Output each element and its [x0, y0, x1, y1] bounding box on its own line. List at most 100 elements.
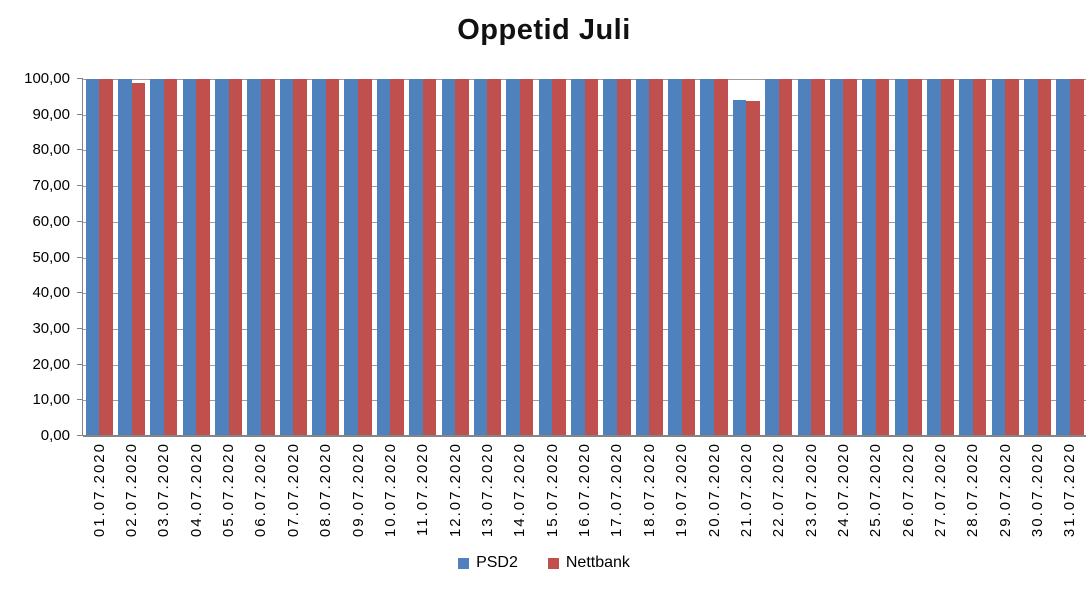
x-tick-label: 08.07.2020 — [317, 442, 335, 538]
x-tick-label: 11.07.2020 — [414, 442, 432, 536]
x-label-cell: 11.07.2020 — [407, 442, 439, 536]
bar-psd2-26.07.2020 — [894, 79, 909, 436]
bar-group-29.07.2020 — [989, 79, 1021, 436]
legend-item-nettbank: Nettbank — [547, 554, 630, 572]
bar-group-07.07.2020 — [277, 79, 309, 436]
x-label-cell: 18.07.2020 — [633, 442, 665, 537]
bar-group-11.07.2020 — [407, 79, 439, 436]
y-tick-label: 70,00 — [32, 177, 70, 195]
x-tick-label: 17.07.2020 — [608, 442, 626, 538]
x-tick-label: 10.07.2020 — [381, 442, 399, 538]
bar-nettbank-24.07.2020 — [843, 79, 858, 436]
bar-psd2-25.07.2020 — [862, 79, 876, 436]
x-label-cell: 02.07.2020 — [115, 442, 147, 537]
x-tick-label: 05.07.2020 — [220, 442, 238, 538]
bar-nettbank-12.07.2020 — [455, 79, 469, 436]
x-tick-label: 25.07.2020 — [867, 442, 885, 538]
bar-group-13.07.2020 — [471, 79, 503, 436]
y-tick-mark — [77, 435, 83, 436]
bar-nettbank-08.07.2020 — [325, 79, 340, 436]
bar-psd2-31.07.2020 — [1056, 79, 1070, 436]
x-label-cell: 15.07.2020 — [536, 442, 568, 537]
bar-psd2-02.07.2020 — [117, 79, 132, 436]
bar-nettbank-16.07.2020 — [584, 79, 599, 436]
x-tick-label: 18.07.2020 — [640, 442, 658, 538]
x-tick-label: 29.07.2020 — [996, 442, 1014, 538]
bar-nettbank-03.07.2020 — [163, 79, 178, 436]
x-tick-label: 15.07.2020 — [543, 442, 561, 538]
bar-nettbank-01.07.2020 — [99, 79, 113, 436]
x-tick-label: 19.07.2020 — [673, 442, 691, 538]
x-label-cell: 06.07.2020 — [245, 442, 277, 537]
x-tick-label: 20.07.2020 — [705, 442, 723, 538]
bar-nettbank-30.07.2020 — [1037, 79, 1052, 436]
bar-group-19.07.2020 — [665, 79, 697, 436]
x-label-cell: 08.07.2020 — [310, 442, 342, 537]
x-tick-label: 07.07.2020 — [284, 442, 302, 538]
plot-area — [82, 79, 1086, 437]
bar-nettbank-21.07.2020 — [746, 100, 760, 436]
bar-nettbank-31.07.2020 — [1069, 79, 1084, 436]
bar-group-23.07.2020 — [795, 79, 827, 436]
x-label-cell: 09.07.2020 — [342, 442, 374, 537]
bar-group-01.07.2020 — [83, 79, 115, 436]
x-tick-label: 13.07.2020 — [478, 442, 496, 538]
y-tick-label: 0,00 — [40, 427, 70, 444]
x-tick-label: 16.07.2020 — [576, 442, 594, 538]
bar-psd2-13.07.2020 — [473, 79, 488, 436]
y-tick-label: 60,00 — [32, 212, 70, 230]
x-tick-label: 12.07.2020 — [446, 442, 464, 538]
bar-group-09.07.2020 — [342, 79, 374, 436]
bar-nettbank-11.07.2020 — [422, 79, 437, 436]
x-label-cell: 20.07.2020 — [698, 442, 730, 537]
bar-psd2-03.07.2020 — [150, 79, 164, 436]
bar-group-24.07.2020 — [827, 79, 859, 436]
bar-group-04.07.2020 — [180, 79, 212, 436]
y-tick-mark — [77, 363, 83, 365]
y-tick-mark — [77, 256, 83, 258]
x-tick-label: 26.07.2020 — [899, 442, 917, 538]
bar-psd2-08.07.2020 — [312, 79, 326, 436]
legend-swatch-psd2 — [458, 557, 470, 569]
bar-nettbank-05.07.2020 — [228, 79, 243, 436]
bar-psd2-18.07.2020 — [635, 79, 650, 436]
x-tick-label: 23.07.2020 — [802, 442, 820, 538]
x-tick-label: 02.07.2020 — [123, 442, 141, 538]
bar-nettbank-10.07.2020 — [390, 79, 404, 436]
x-tick-label: 22.07.2020 — [770, 442, 788, 538]
bar-psd2-30.07.2020 — [1024, 79, 1038, 436]
bar-nettbank-04.07.2020 — [196, 79, 210, 436]
bar-nettbank-22.07.2020 — [778, 79, 793, 436]
x-label-cell: 10.07.2020 — [374, 442, 406, 537]
x-label-cell: 05.07.2020 — [212, 442, 244, 537]
bar-psd2-01.07.2020 — [85, 79, 100, 436]
y-tick-label: 30,00 — [32, 319, 70, 337]
bar-nettbank-15.07.2020 — [552, 79, 566, 436]
bar-group-22.07.2020 — [763, 79, 795, 436]
x-label-cell: 28.07.2020 — [957, 442, 989, 537]
y-tick-mark — [77, 399, 83, 401]
bar-psd2-07.07.2020 — [279, 79, 294, 436]
y-tick-mark — [77, 78, 83, 79]
chart-title: Oppetid Juli — [457, 14, 631, 46]
bar-group-12.07.2020 — [439, 79, 471, 436]
bar-psd2-29.07.2020 — [991, 79, 1006, 436]
legend-label: Nettbank — [565, 554, 630, 571]
x-label-cell: 30.07.2020 — [1021, 442, 1053, 537]
bar-group-02.07.2020 — [115, 79, 147, 436]
bar-nettbank-14.07.2020 — [519, 79, 534, 436]
x-label-cell: 04.07.2020 — [180, 442, 212, 537]
y-tick-mark — [77, 292, 83, 294]
legend-label: PSD2 — [476, 554, 518, 571]
bar-group-18.07.2020 — [633, 79, 665, 436]
bar-group-30.07.2020 — [1021, 79, 1053, 436]
x-label-cell: 03.07.2020 — [148, 442, 180, 537]
bar-psd2-15.07.2020 — [538, 79, 553, 436]
bar-psd2-28.07.2020 — [959, 79, 973, 436]
bar-group-31.07.2020 — [1054, 79, 1086, 436]
bar-group-25.07.2020 — [860, 79, 892, 436]
y-tick-label: 40,00 — [32, 284, 70, 302]
bar-psd2-23.07.2020 — [797, 79, 812, 436]
bar-group-17.07.2020 — [601, 79, 633, 436]
x-label-cell: 14.07.2020 — [504, 442, 536, 537]
